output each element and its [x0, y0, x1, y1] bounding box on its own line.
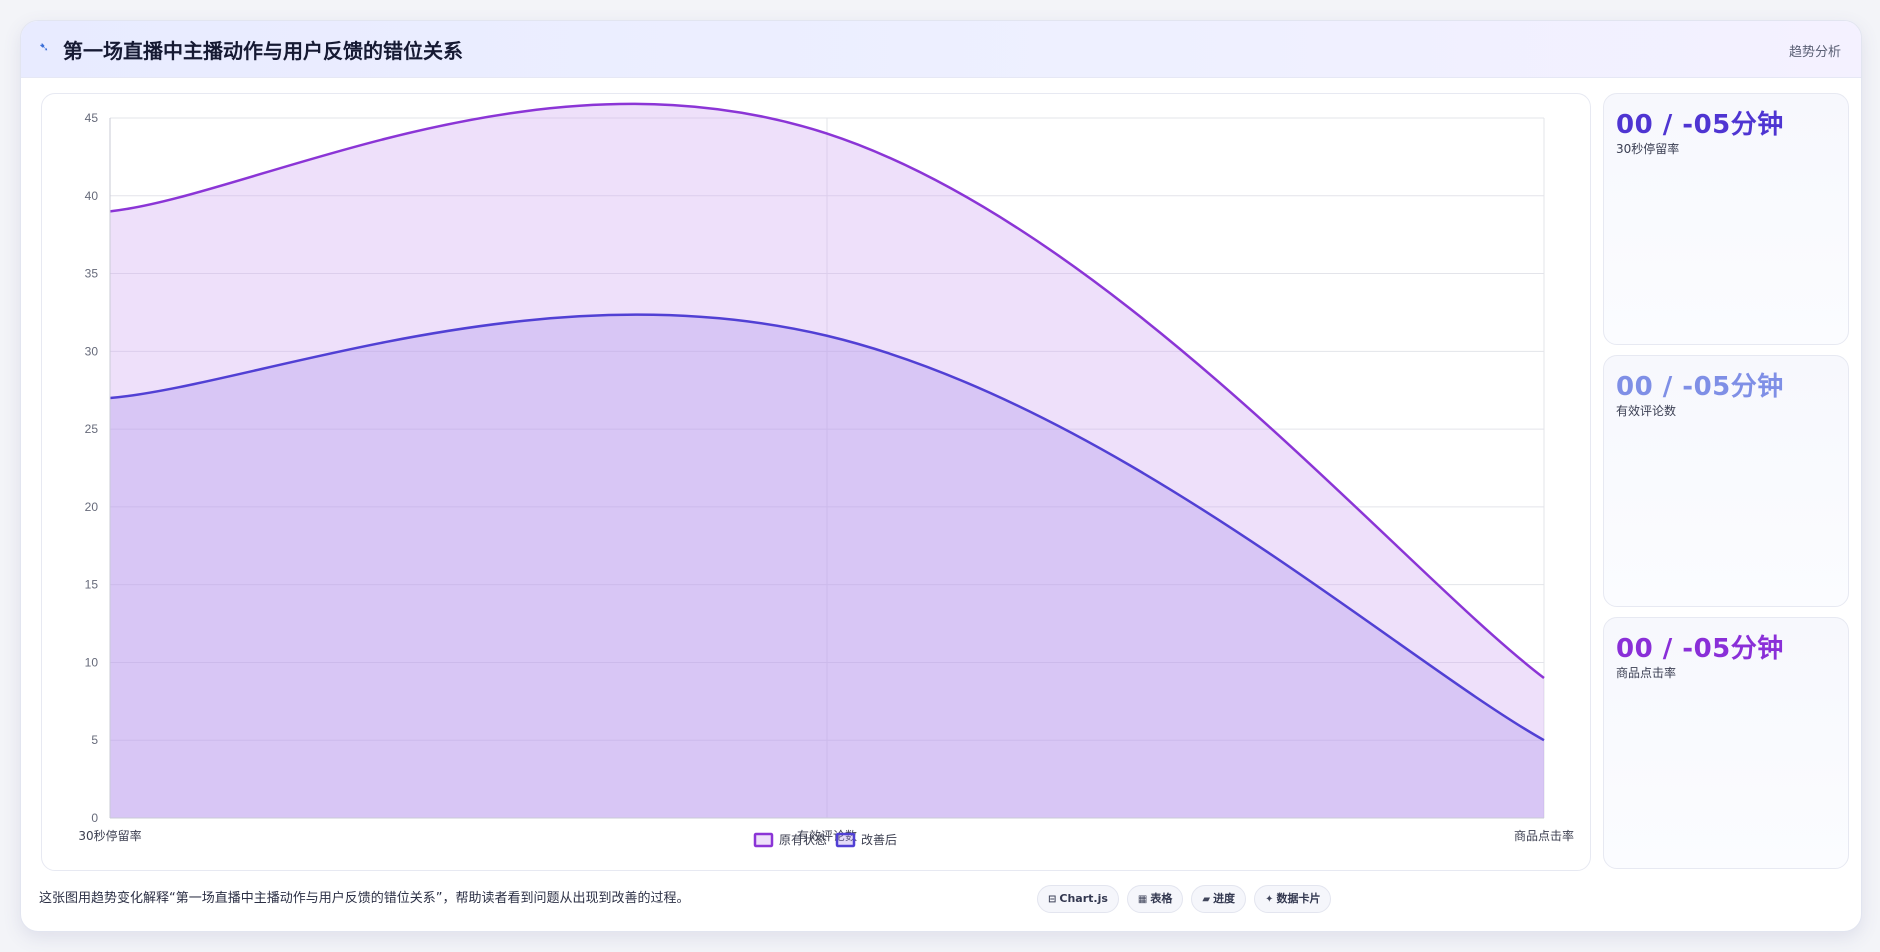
page-title: 第一场直播中主播动作与用户反馈的错位关系 — [63, 39, 463, 63]
chip-label: 表格 — [1150, 892, 1173, 905]
legend-label: 改善后 — [861, 832, 897, 847]
chart-panel: 0 5 10 15 20 25 30 35 40 45 30秒停留率 有效评论数 商品点击率 原有状态 改善… — [41, 93, 1591, 871]
chip-label: 进度 — [1213, 892, 1236, 905]
metric-card-2: 00 / -05分钟 商品点击率 — [1603, 617, 1849, 869]
chip-table[interactable]: ▦ 表格 — [1126, 885, 1184, 913]
table-icon: ▦ — [1137, 894, 1148, 905]
y-tick-label: 10 — [85, 655, 99, 669]
x-tick-label: 有效评论数 — [797, 828, 857, 843]
dashboard-card: ➷ 第一场直播中主播动作与用户反馈的错位关系 趋势分析 0 5 10 15 20 25 30… — [20, 20, 1862, 932]
y-tick-label: 5 — [91, 733, 98, 747]
card-header: ➷ 第一场直播中主播动作与用户反馈的错位关系 趋势分析 — [21, 21, 1861, 78]
chart-icon: ⊟ — [1048, 894, 1057, 905]
legend-label: 原有状态 — [779, 833, 827, 847]
chart-description: 这张图用趋势变化解释“第一场直播中主播动作与用户反馈的错位关系”，帮助读者看到问… — [39, 891, 690, 906]
metric-card-0: 00 / -05分钟 30秒停留率 — [1603, 93, 1849, 345]
metric-label: 商品点击率 — [1616, 666, 1677, 680]
y-tick-label: 20 — [85, 500, 99, 514]
trend-icon: ➷ — [39, 40, 50, 54]
y-tick-label: 30 — [85, 344, 99, 358]
metric-label: 有效评论数 — [1616, 404, 1677, 418]
area-chart: 0 5 10 15 20 25 30 35 40 45 30秒停留率 有效评论数 商品点击率 原有状态 改善… — [78, 102, 1574, 848]
y-tick-label: 15 — [85, 578, 99, 592]
metric-value: 00 / -05分钟 — [1616, 110, 1784, 140]
x-tick-label: 商品点击率 — [1514, 828, 1574, 843]
chip-chartjs[interactable]: ⊟ Chart.js — [1037, 885, 1119, 913]
y-tick-label: 0 — [91, 811, 98, 825]
y-tick-label: 35 — [85, 267, 99, 281]
legend-swatch — [753, 832, 774, 848]
legend-swatch — [835, 832, 856, 848]
metric-value: 00 / -05分钟 — [1616, 372, 1784, 402]
area-fill-0 — [110, 103, 1544, 818]
progress-icon: ▰ — [1202, 894, 1211, 905]
y-tick-label: 25 — [85, 422, 99, 436]
chip-progress[interactable]: ▰ 进度 — [1191, 885, 1247, 913]
area-fill-1 — [110, 314, 1544, 818]
series-line-0 — [109, 102, 1545, 679]
feature-chips: ⊟ Chart.js ▦ 表格 ▰ 进度 ✦ 数据卡片 — [1037, 885, 1339, 915]
chip-label: Chart.js — [1059, 892, 1108, 905]
metric-label: 30秒停留率 — [1616, 142, 1680, 156]
x-tick-label: 30秒停留率 — [78, 828, 141, 843]
chip-label: 数据卡片 — [1276, 892, 1321, 905]
y-tick-label: 45 — [85, 111, 99, 125]
sparkle-icon: ✦ — [1265, 894, 1274, 905]
series-line-1 — [109, 313, 1545, 742]
trend-analysis-tag[interactable]: 趋势分析 — [1788, 45, 1841, 60]
metric-value: 00 / -05分钟 — [1616, 634, 1784, 664]
y-tick-label: 40 — [85, 189, 99, 203]
chip-data-card[interactable]: ✦ 数据卡片 — [1254, 885, 1332, 913]
metric-card-1: 00 / -05分钟 有效评论数 — [1603, 355, 1849, 607]
